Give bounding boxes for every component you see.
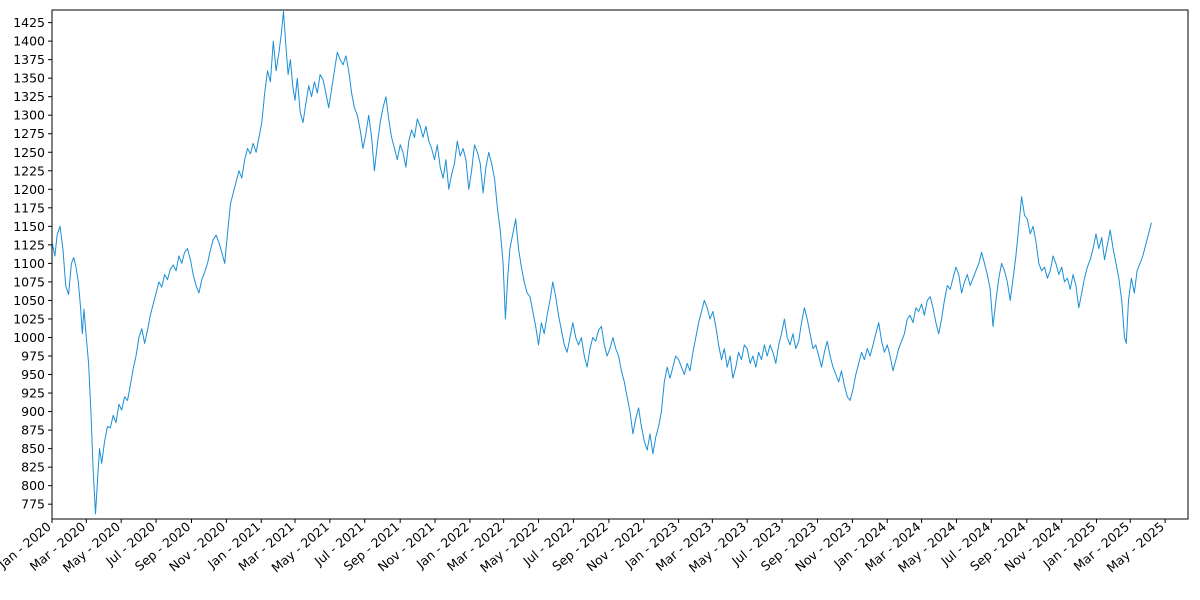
y-tick-label: 1200 bbox=[13, 182, 45, 197]
series-layer bbox=[51, 11, 1152, 515]
y-tick-label: 800 bbox=[21, 478, 45, 493]
y-tick-label: 1425 bbox=[13, 15, 45, 30]
y-tick-label: 900 bbox=[21, 404, 45, 419]
y-tick-label: 925 bbox=[21, 386, 45, 401]
y-tick-label: 1325 bbox=[13, 89, 45, 104]
y-tick-label: 1050 bbox=[13, 293, 45, 308]
plot-frame bbox=[51, 9, 1189, 520]
y-tick-label: 775 bbox=[21, 497, 45, 512]
y-tick-label: 1275 bbox=[13, 126, 45, 141]
y-tick-label: 850 bbox=[21, 441, 45, 456]
y-tick-label: 1025 bbox=[13, 311, 45, 326]
y-tick-label: 1400 bbox=[13, 34, 45, 49]
y-tick-label: 825 bbox=[21, 460, 45, 475]
y-tick-label: 1000 bbox=[13, 330, 45, 345]
y-axis: 775 800 825 850 875 900 925 950 975 1000 1025 1050 1… bbox=[13, 15, 52, 512]
y-tick-label: 950 bbox=[21, 367, 45, 382]
y-tick-label: 875 bbox=[21, 423, 45, 438]
y-tick-label: 1125 bbox=[13, 237, 45, 252]
y-tick-label: 1250 bbox=[13, 145, 45, 160]
y-tick-label: 1100 bbox=[13, 256, 45, 271]
y-tick-label: 1075 bbox=[13, 274, 45, 289]
y-tick-label: 1175 bbox=[13, 200, 45, 215]
y-tick-label: 1350 bbox=[13, 71, 45, 86]
y-tick-label: 975 bbox=[21, 349, 45, 364]
y-tick-label: 1150 bbox=[13, 219, 45, 234]
y-tick-label: 1375 bbox=[13, 52, 45, 67]
series-line-0 bbox=[51, 11, 1152, 515]
y-tick-label: 1225 bbox=[13, 163, 45, 178]
y-tick-label: 1300 bbox=[13, 108, 45, 123]
